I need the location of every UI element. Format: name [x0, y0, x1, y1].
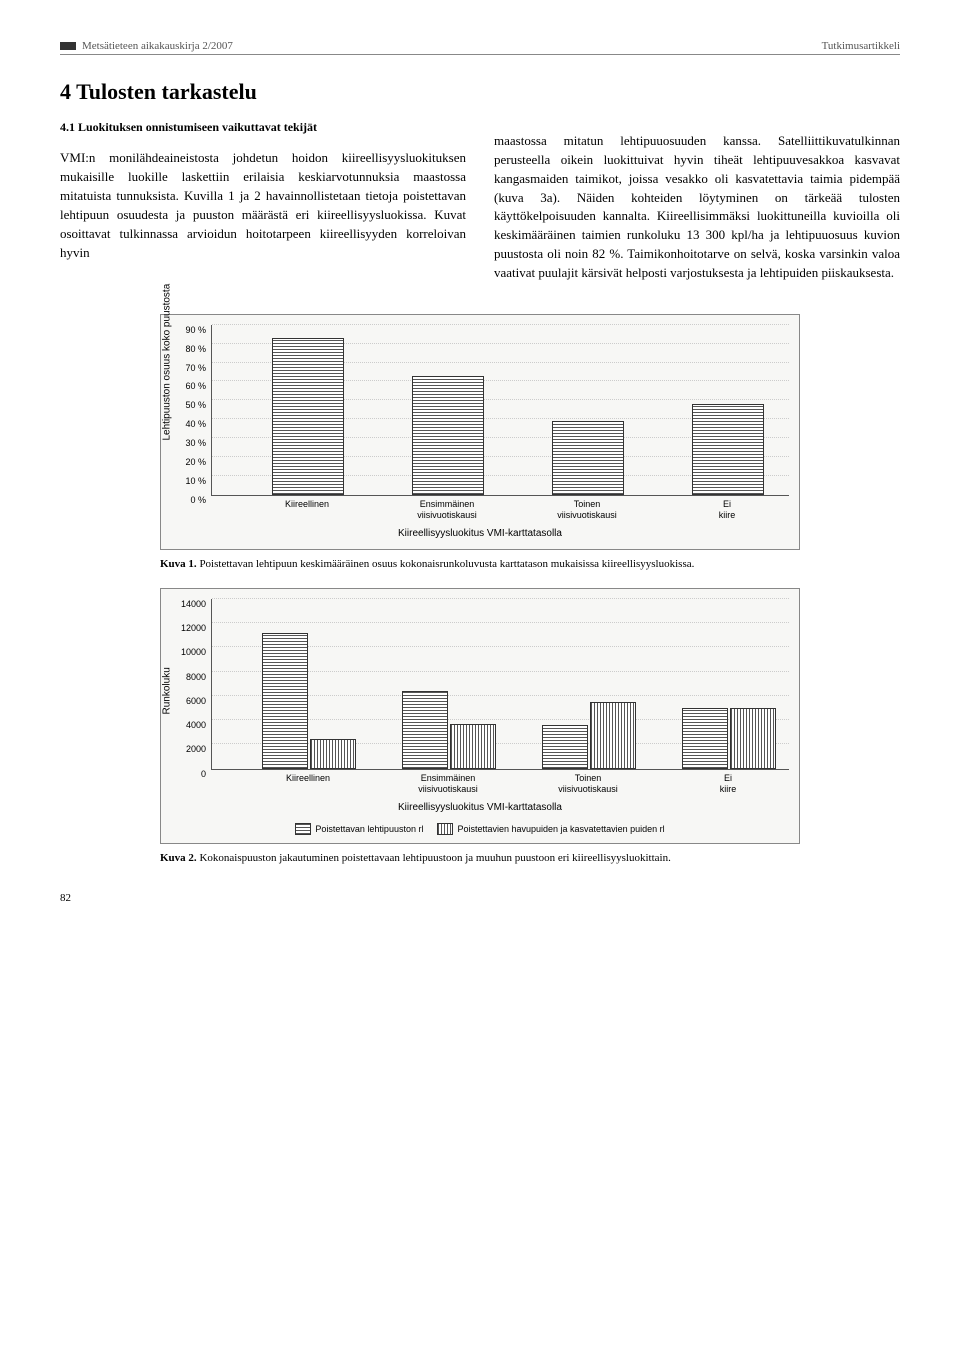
header-marker-icon — [60, 42, 76, 50]
legend-label-2: Poistettavien havupuiden ja kasvatettavi… — [457, 824, 664, 834]
bar — [542, 725, 588, 768]
legend-label-1: Poistettavan lehtipuuston rl — [315, 824, 423, 834]
xtick: Toinenviisivuotiskausi — [537, 495, 637, 521]
ytick: 8000 — [166, 672, 206, 682]
fig1-caption-text: Poistettavan lehtipuun keskimääräinen os… — [199, 558, 694, 570]
ytick: 14000 — [166, 599, 206, 609]
xtick: Ensimmäinenviisivuotiskausi — [397, 495, 497, 521]
ytick: 80 % — [166, 344, 206, 354]
bar — [730, 708, 776, 768]
fig2-caption-label: Kuva 2. — [160, 852, 197, 864]
journal-name: Metsätieteen aikakauskirja 2/2007 — [82, 40, 233, 52]
figure-2: Runkoluku 020004000600080001000012000140… — [160, 588, 800, 864]
right-column-text: maastossa mitatun lehtipuuosuuden kanssa… — [494, 132, 900, 283]
bar — [262, 633, 308, 769]
xtick: Kiireellinen — [258, 769, 358, 784]
ytick: 2000 — [166, 744, 206, 754]
fig2-caption-text: Kokonaispuuston jakautuminen poistettava… — [199, 852, 670, 864]
ytick: 60 % — [166, 381, 206, 391]
section-name: Tutkimusartikkeli — [822, 40, 900, 52]
left-column-text: VMI:n monilähdeaineistosta johdetun hoid… — [60, 149, 466, 262]
legend-item-1: Poistettavan lehtipuuston rl — [295, 823, 423, 835]
ytick: 0 % — [166, 495, 206, 505]
ytick: 50 % — [166, 400, 206, 410]
fig1-chart-area: 0 %10 %20 %30 %40 %50 %60 %70 %80 %90 %K… — [211, 325, 789, 496]
ytick: 40 % — [166, 419, 206, 429]
fig2-xaxis-title: Kiireellisyysluokitus VMI-karttatasolla — [161, 802, 799, 819]
subsection-heading: 4.1 Luokituksen onnistumiseen vaikuttava… — [60, 119, 466, 136]
fig1-caption: Kuva 1. Poistettavan lehtipuun keskimäär… — [160, 558, 740, 570]
legend-swatch-icon — [437, 823, 453, 835]
bar — [552, 421, 624, 495]
fig2-legend: Poistettavan lehtipuuston rl Poistettavi… — [161, 819, 799, 843]
ytick: 70 % — [166, 363, 206, 373]
ytick: 10 % — [166, 476, 206, 486]
legend-swatch-icon — [295, 823, 311, 835]
figure-1: Lehtipuuston osuus koko puustosta 0 %10 … — [160, 314, 800, 570]
ytick: 10000 — [166, 647, 206, 657]
fig1-caption-label: Kuva 1. — [160, 558, 197, 570]
page-number: 82 — [60, 892, 900, 904]
fig2-caption: Kuva 2. Kokonaispuuston jakautuminen poi… — [160, 852, 740, 864]
xtick: Kiireellinen — [257, 495, 357, 510]
page-header: Metsätieteen aikakauskirja 2/2007 Tutkim… — [60, 40, 900, 55]
xtick: Eikiire — [677, 495, 777, 521]
ytick: 30 % — [166, 438, 206, 448]
xtick: Eikiire — [678, 769, 778, 795]
xtick: Ensimmäinenviisivuotiskausi — [398, 769, 498, 795]
bar — [682, 708, 728, 768]
legend-item-2: Poistettavien havupuiden ja kasvatettavi… — [437, 823, 664, 835]
body-columns: 4.1 Luokituksen onnistumiseen vaikuttava… — [60, 119, 900, 296]
ytick: 20 % — [166, 457, 206, 467]
fig2-chart-area: 02000400060008000100001200014000Kiireell… — [211, 599, 789, 770]
section-title: 4 Tulosten tarkastelu — [60, 79, 900, 105]
bar — [310, 739, 356, 769]
bar — [272, 338, 344, 495]
ytick: 0 — [166, 769, 206, 779]
bar — [412, 376, 484, 495]
fig1-xaxis-title: Kiireellisyysluokitus VMI-karttatasolla — [161, 528, 799, 545]
xtick: Toinenviisivuotiskausi — [538, 769, 638, 795]
ytick: 12000 — [166, 623, 206, 633]
bar — [692, 404, 764, 495]
bar — [590, 702, 636, 768]
ytick: 6000 — [166, 696, 206, 706]
bar — [402, 691, 448, 768]
ytick: 4000 — [166, 720, 206, 730]
bar — [450, 724, 496, 769]
ytick: 90 % — [166, 325, 206, 335]
